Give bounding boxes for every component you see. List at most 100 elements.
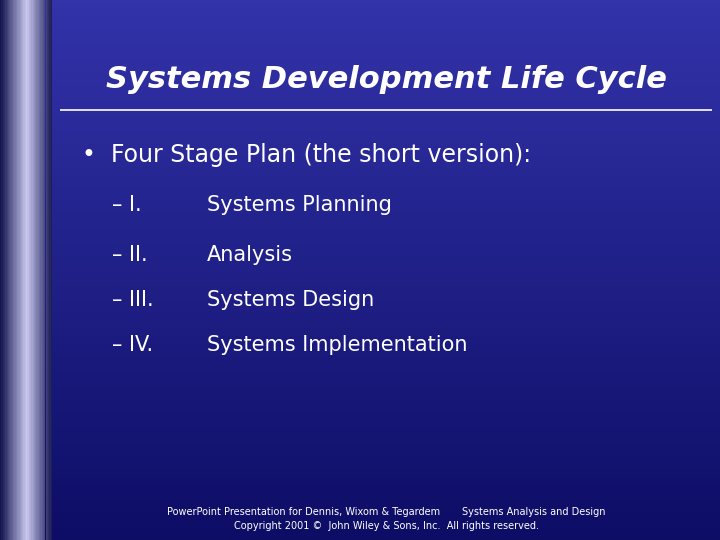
Bar (0, 132, 720, 135)
Text: – III.: – III. (112, 290, 153, 310)
Bar (0, 300, 720, 302)
Bar (0, 389, 720, 392)
Bar (0, 248, 720, 251)
Bar (37, 0, 39, 540)
Bar (0, 308, 720, 310)
Bar (0, 232, 720, 235)
Bar (0, 116, 720, 119)
Bar (40, 0, 42, 540)
Bar (0, 178, 720, 181)
Bar (0, 32, 720, 35)
Bar (0, 481, 720, 483)
Bar (0, 97, 720, 100)
Bar (0, 200, 720, 202)
Bar (0, 146, 720, 148)
Bar (0, 270, 720, 273)
Bar (0, 356, 720, 359)
Bar (0, 122, 720, 124)
Bar (0, 151, 720, 154)
Bar (0, 397, 720, 400)
Bar (0, 100, 720, 103)
Bar (0, 197, 720, 200)
Bar (0, 427, 720, 429)
Bar (0, 429, 720, 432)
Bar (0, 392, 720, 394)
Bar (0, 57, 720, 59)
Bar (16, 0, 17, 540)
Bar (9, 0, 10, 540)
Bar (0, 338, 720, 340)
Text: Systems Planning: Systems Planning (207, 195, 392, 215)
Bar (0, 535, 720, 537)
Bar (0, 505, 720, 508)
Bar (0, 375, 720, 378)
Bar (3, 0, 4, 540)
Bar (17, 0, 18, 540)
Text: Analysis: Analysis (207, 245, 293, 265)
Bar (0, 381, 720, 383)
Bar (0, 78, 720, 81)
Bar (0, 186, 720, 189)
Bar (0, 224, 720, 227)
Bar (39, 0, 40, 540)
Bar (0, 351, 720, 354)
Bar (0, 254, 720, 256)
Bar (0, 162, 720, 165)
Text: Systems Implementation: Systems Implementation (207, 335, 467, 355)
Bar (24, 0, 26, 540)
Bar (0, 489, 720, 491)
Bar (0, 454, 720, 456)
Bar (0, 321, 720, 324)
Bar (0, 319, 720, 321)
Text: Copyright 2001 ©  John Wiley & Sons, Inc.  All rights reserved.: Copyright 2001 © John Wiley & Sons, Inc.… (233, 521, 539, 531)
Bar (0, 513, 720, 516)
Bar (0, 3, 720, 5)
Bar (0, 275, 720, 278)
Bar (0, 537, 720, 540)
Bar (0, 0, 720, 3)
Bar (31, 0, 32, 540)
Text: •  Four Stage Plan (the short version):: • Four Stage Plan (the short version): (82, 143, 531, 167)
Bar (12, 0, 13, 540)
Bar (22, 0, 23, 540)
Bar (10, 0, 12, 540)
Bar (0, 194, 720, 197)
Bar (0, 14, 720, 16)
Bar (0, 421, 720, 424)
Bar (27, 0, 29, 540)
Bar (0, 418, 720, 421)
Bar (50, 0, 52, 540)
Bar (0, 103, 720, 105)
Bar (42, 0, 43, 540)
Bar (0, 108, 720, 111)
Bar (0, 86, 720, 89)
Bar (5, 0, 6, 540)
Bar (0, 259, 720, 262)
Bar (0, 475, 720, 478)
Bar (0, 532, 720, 535)
Bar (0, 68, 720, 70)
Bar (0, 383, 720, 386)
Bar (0, 367, 720, 370)
Bar (0, 105, 720, 108)
Bar (0, 243, 720, 246)
Bar (0, 221, 720, 224)
Bar (0, 521, 720, 524)
Bar (0, 370, 720, 373)
Bar (32, 0, 34, 540)
Bar (0, 510, 720, 513)
Bar (0, 230, 720, 232)
Bar (0, 5, 720, 8)
Bar (0, 526, 720, 529)
Bar (0, 81, 720, 84)
Bar (0, 59, 720, 62)
Bar (0, 130, 720, 132)
Bar (0, 284, 720, 286)
Bar (0, 286, 720, 289)
Bar (0, 437, 720, 440)
Bar (8, 0, 9, 540)
Bar (0, 359, 720, 362)
Bar (0, 313, 720, 316)
Bar (0, 340, 720, 343)
Bar (0, 181, 720, 184)
